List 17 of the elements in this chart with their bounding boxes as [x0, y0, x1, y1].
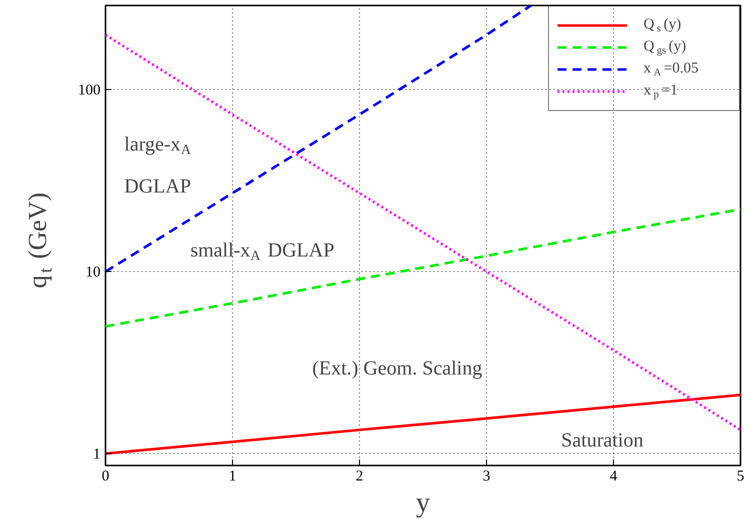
line-series	[106, 34, 740, 432]
line-series	[106, 6, 532, 273]
y-tick-label: 10	[86, 264, 100, 281]
annotation: Saturation	[561, 430, 644, 452]
x-axis-title: y	[416, 488, 430, 518]
x-tick-label: 2	[356, 468, 364, 484]
annotation: (Ext.) Geom. Scaling	[312, 357, 482, 380]
y-axis-title: qt (GeV)	[23, 192, 56, 288]
x-tick-label: 0	[102, 468, 110, 484]
x-tick-label: 4	[610, 468, 618, 484]
y-tick-label: 100	[78, 82, 100, 99]
x-tick-label: 5	[736, 468, 744, 484]
y-tick-label: 1	[93, 446, 100, 463]
line-series	[106, 208, 740, 328]
line-series	[106, 394, 740, 455]
x-tick-label: 1	[228, 468, 236, 484]
x-tick-label: 3	[482, 468, 490, 484]
